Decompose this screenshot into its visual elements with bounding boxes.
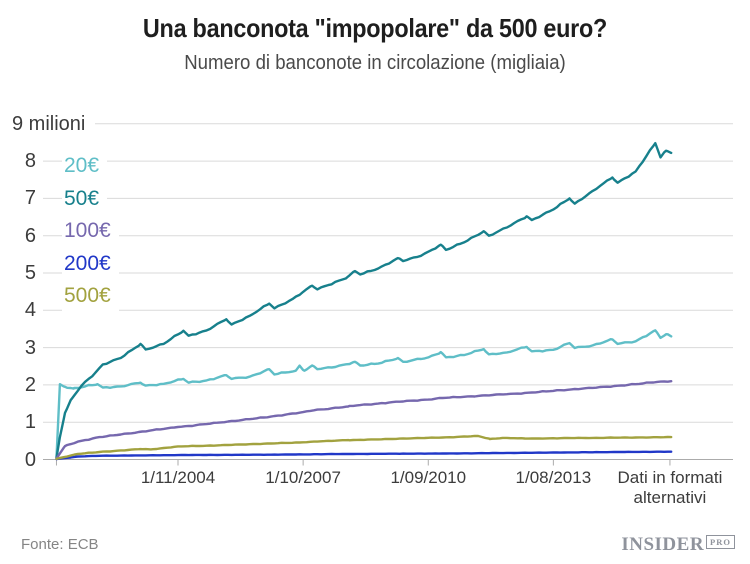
series-line-20-euro: [55, 329, 673, 459]
y-axis-top-label: 9 milioni: [12, 113, 96, 135]
chart-legend: 20€ 50€ 100€ 200€ 500€: [62, 150, 119, 313]
source-note: Fonte: ECB: [21, 536, 99, 553]
y-axis-label-0: 0: [24, 448, 36, 471]
y-axis-label-7: 7: [24, 187, 36, 210]
insider-pro-logo: INSIDER PRO: [621, 534, 735, 556]
chart-subtitle: Numero di banconote in circolazione (mig…: [184, 52, 566, 74]
y-axis-label-3: 3: [24, 336, 36, 359]
legend-item-20-euro: 20€: [62, 150, 108, 183]
series-line-50-euro: [55, 142, 673, 459]
y-axis-label-6: 6: [24, 224, 36, 247]
legend-item-500-euro: 500€: [62, 280, 119, 313]
x-axis-label-1-09-2010: 1/09/2010: [390, 468, 467, 487]
logo-insider-text: INSIDER: [621, 534, 705, 555]
series-line-100-euro: [55, 380, 673, 460]
y-axis-label-5: 5: [24, 262, 36, 284]
x-axis-label-1-10-2007: 1/10/2007: [265, 468, 341, 487]
series-line-500-euro: [55, 434, 673, 460]
legend-item-50-euro: 50€: [62, 182, 108, 216]
logo-pro-badge: PRO: [706, 535, 735, 549]
y-axis-label-8: 8: [24, 150, 36, 173]
x-axis-label-1-11-2004: 1/11/2004: [140, 468, 216, 487]
y-axis-label-2: 2: [24, 373, 36, 396]
alt-formats-link[interactable]: Dati in formati alternativi: [617, 468, 723, 507]
x-axis-label-1-08-2013: 1/08/2013: [515, 468, 592, 487]
y-axis-label-4: 4: [24, 299, 36, 322]
legend-item-200-euro: 200€: [62, 247, 119, 281]
chart-title: Una banconota "impopolare" da 500 euro?: [142, 13, 608, 43]
legend-item-100-euro: 100€: [62, 215, 119, 248]
y-axis-label-1: 1: [24, 411, 36, 434]
series-line-200-euro: [55, 450, 673, 461]
